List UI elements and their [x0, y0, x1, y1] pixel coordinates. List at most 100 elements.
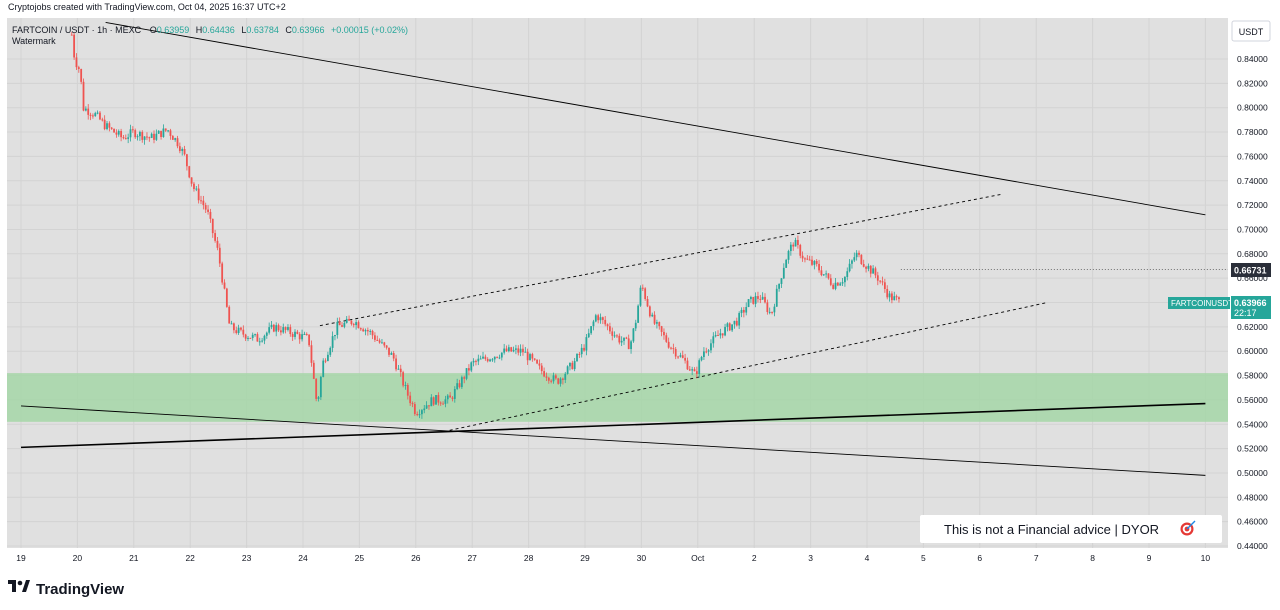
candle-body — [350, 320, 353, 325]
candle-body — [489, 359, 491, 362]
candle-body — [174, 138, 177, 140]
candle-body — [867, 265, 870, 269]
trendline — [20, 402, 1206, 449]
candle-body — [797, 239, 799, 246]
candle-body — [663, 331, 665, 336]
candle-body — [186, 154, 188, 167]
candle-body — [512, 349, 515, 352]
candle-body — [517, 348, 520, 353]
candle-body — [331, 336, 334, 348]
candle-body — [496, 356, 499, 358]
candle-body — [503, 348, 506, 353]
candle-body — [627, 338, 630, 350]
candle-body — [282, 327, 285, 333]
candle-body — [399, 368, 402, 373]
candle-body — [357, 322, 360, 329]
price-tick-label: 0.50000 — [1237, 468, 1268, 478]
candle-body — [822, 274, 825, 276]
candle-body — [620, 340, 623, 343]
candle-body — [124, 138, 127, 140]
candle-body — [453, 389, 456, 399]
price-chart[interactable]: 0.84000 0.82000 0.80000 0.78000 0.76000 0.740… — [0, 0, 1280, 575]
candle-body — [717, 335, 719, 337]
candle-body — [679, 355, 682, 357]
candle-body — [409, 395, 412, 404]
disclaimer-box: This is not a Financial advice | DYOR — [920, 515, 1222, 543]
price-tick-label: 0.60000 — [1237, 346, 1268, 356]
candle-body — [719, 333, 722, 336]
candle-body — [280, 330, 282, 333]
candle-body — [254, 334, 256, 336]
candle-body — [80, 68, 83, 82]
price-tick-label: 0.66000 — [1237, 273, 1268, 283]
chart-legend: FARTCOIN / USDT · 1h · MEXC O0.63959 H0.… — [12, 25, 408, 46]
price-tick-label: 0.80000 — [1237, 103, 1268, 113]
candle-body — [305, 333, 308, 335]
candle-body — [630, 341, 632, 350]
candle-body — [566, 366, 569, 374]
price-tick-label: 0.62000 — [1237, 322, 1268, 332]
candle-body — [406, 384, 409, 396]
candle-body — [613, 335, 616, 337]
time-tick-label: 9 — [1147, 553, 1152, 563]
time-tick-label: 6 — [977, 553, 982, 563]
candle-body — [578, 353, 581, 355]
candle-body — [270, 324, 273, 328]
watermark-label: Watermark — [12, 36, 56, 46]
price-axis[interactable] — [1228, 18, 1280, 567]
candle-body — [898, 297, 900, 300]
candle-body — [106, 123, 108, 130]
candle-body — [479, 358, 482, 360]
candle-body — [207, 209, 209, 212]
candle-body — [197, 188, 200, 201]
candle-body — [545, 376, 548, 378]
candle-body — [695, 371, 698, 375]
candle-body — [872, 268, 875, 274]
candle-body — [705, 351, 708, 353]
candle-body — [526, 351, 529, 361]
symbol-label: FARTCOIN / USDT · 1h · MEXC — [12, 25, 142, 35]
candle-body — [787, 251, 790, 260]
price-tick-label: 0.56000 — [1237, 395, 1268, 405]
candle-body — [96, 112, 99, 114]
candle-body — [559, 378, 562, 384]
candle-body — [336, 321, 339, 335]
candle-body — [670, 347, 672, 349]
candle-body — [89, 114, 92, 116]
tradingview-logo-icon — [8, 580, 30, 599]
time-tick-label: 3 — [808, 553, 813, 563]
time-tick-label: 22 — [185, 553, 195, 563]
candle-body — [637, 305, 640, 323]
price-tick-label: 0.72000 — [1237, 200, 1268, 210]
candle-body — [310, 345, 313, 363]
candle-body — [87, 108, 90, 115]
candle-body — [691, 369, 694, 371]
candle-body — [183, 149, 186, 155]
candle-body — [322, 360, 325, 377]
candle-body — [780, 278, 783, 284]
candle-body — [477, 358, 480, 362]
candle-body — [378, 340, 381, 343]
candle-body — [562, 378, 564, 380]
currency-button[interactable]: USDT — [1231, 20, 1271, 42]
svg-text:0.63966: 0.63966 — [1234, 298, 1267, 308]
time-tick-label: 28 — [524, 553, 534, 563]
candle-body — [230, 323, 233, 325]
candle-body — [110, 127, 113, 129]
candle-body — [646, 298, 649, 307]
candle-body — [428, 405, 430, 407]
candle-body — [298, 333, 301, 340]
tradingview-brand-name: TradingView — [36, 581, 125, 598]
time-axis[interactable] — [0, 548, 1228, 568]
price-tick-label: 0.58000 — [1237, 371, 1268, 381]
price-tick-label: 0.48000 — [1237, 492, 1268, 502]
candle-body — [204, 205, 207, 210]
candle-body — [258, 341, 261, 343]
candle-body — [533, 358, 536, 360]
candle-body — [141, 131, 144, 140]
candle-body — [665, 335, 668, 342]
candle-body — [439, 402, 442, 404]
candle-body — [256, 334, 259, 342]
candle-body — [538, 363, 541, 366]
candle-body — [263, 335, 266, 341]
